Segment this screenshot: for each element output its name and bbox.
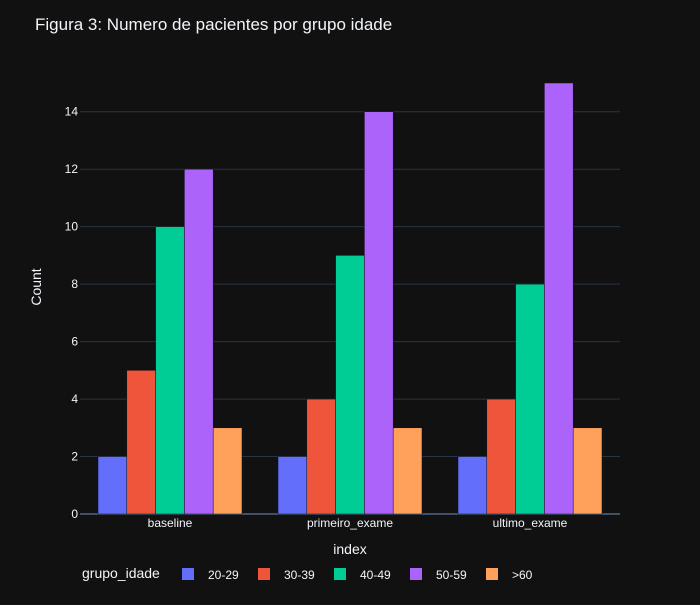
y-tick-label: 8 [71,277,78,291]
y-axis: 0 2 4 6 8 10 12 14 [65,105,79,521]
x-axis-label: index [333,541,366,557]
legend-item-label[interactable]: 50-59 [436,568,467,582]
y-tick-label: 6 [71,335,78,349]
bar-baseline-20-29[interactable] [97,456,128,515]
bar-primeiro_exame-30-39[interactable] [306,398,336,515]
bar-ultimo_exame->60[interactable] [572,427,603,515]
x-tick-label: ultimo_exame [493,516,568,530]
legend-swatch[interactable] [258,568,270,580]
bar-baseline->60[interactable] [212,427,243,515]
x-tick-label: primeiro_exame [307,516,393,530]
y-tick-label: 0 [71,507,78,521]
bar-ultimo_exame-40-49[interactable] [515,283,545,515]
legend-item-label[interactable]: 20-29 [208,568,239,582]
bar-ultimo_exame-20-29[interactable] [457,456,488,515]
x-tick-label: baseline [148,516,193,530]
legend: grupo_idade 20-29 30-39 40-49 50-59 >60 [82,565,533,582]
bars [97,82,603,515]
legend-item-label[interactable]: >60 [512,568,533,582]
bar-primeiro_exame-40-49[interactable] [335,255,365,515]
bar-primeiro_exame-20-29[interactable] [277,456,308,515]
y-tick-label: 4 [71,392,78,406]
bar-baseline-50-59[interactable] [184,168,214,515]
y-tick-label: 14 [65,105,79,119]
y-tick-label: 12 [65,162,79,176]
bar-ultimo_exame-50-59[interactable] [544,82,574,515]
legend-item-label[interactable]: 30-39 [284,568,315,582]
legend-item-label[interactable]: 40-49 [360,568,391,582]
bar-baseline-30-39[interactable] [126,370,156,515]
legend-title: grupo_idade [82,565,160,581]
y-axis-label: Count [28,268,44,305]
legend-swatch[interactable] [182,568,194,580]
legend-swatch[interactable] [486,568,498,580]
y-tick-label: 2 [71,450,78,464]
x-axis: baseline primeiro_exame ultimo_exame [148,516,568,530]
bar-primeiro_exame-50-59[interactable] [364,111,394,515]
y-tick-label: 10 [65,220,79,234]
bar-primeiro_exame->60[interactable] [392,427,423,515]
legend-swatch[interactable] [410,568,422,580]
chart-title: Figura 3: Numero de pacientes por grupo … [35,15,392,34]
bar-baseline-40-49[interactable] [155,226,185,515]
legend-swatch[interactable] [334,568,346,580]
bar-ultimo_exame-30-39[interactable] [486,398,516,515]
